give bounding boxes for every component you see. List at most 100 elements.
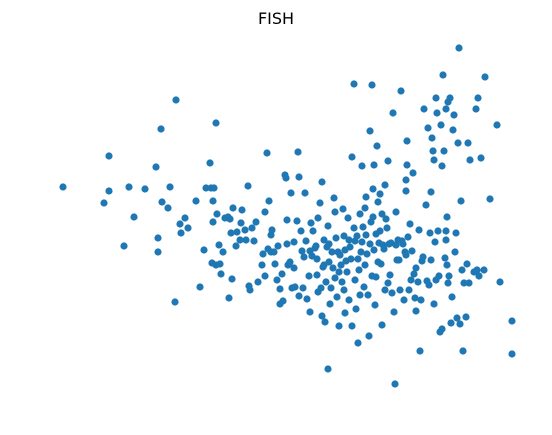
scatter-point: [228, 275, 236, 283]
scatter-point: [431, 238, 439, 246]
scatter-point: [442, 227, 450, 235]
scatter-point: [373, 142, 381, 150]
scatter-point: [287, 189, 295, 197]
scatter-point: [446, 94, 454, 102]
scatter-point: [374, 198, 382, 206]
scatter-point: [177, 229, 185, 237]
scatter-point: [406, 220, 414, 228]
scatter-point: [464, 139, 472, 147]
scatter-point: [412, 307, 420, 315]
scatter-point: [200, 246, 208, 254]
scatter-point: [217, 270, 225, 278]
scatter-point: [392, 208, 400, 216]
scatter-point: [386, 271, 394, 279]
scatter-point: [216, 260, 224, 268]
scatter-point: [286, 258, 294, 266]
scatter-point: [384, 279, 392, 287]
scatter-point: [404, 233, 412, 241]
scatter-point: [369, 185, 377, 193]
scatter-point: [400, 296, 408, 304]
scatter-point: [340, 286, 348, 294]
scatter-point: [303, 295, 311, 303]
scatter-point: [496, 278, 504, 286]
scatter-point: [290, 264, 298, 272]
scatter-point: [166, 183, 174, 191]
scatter-point: [307, 219, 315, 227]
scatter-point: [176, 220, 184, 228]
scatter-point: [273, 276, 281, 284]
scatter-point: [361, 261, 369, 269]
scatter-point: [301, 189, 309, 197]
scatter-point: [353, 232, 361, 240]
scatter-point: [105, 152, 113, 160]
scatter-point: [321, 318, 329, 326]
scatter-point: [447, 319, 455, 327]
scatter-point: [453, 314, 461, 322]
scatter-point: [219, 248, 227, 256]
scatter-point: [317, 284, 325, 292]
scatter-point: [363, 250, 371, 258]
scatter-point: [459, 347, 467, 355]
scatter-point: [120, 242, 128, 250]
scatter-point: [293, 217, 301, 225]
scatter-point: [181, 214, 189, 222]
scatter-point: [350, 80, 358, 88]
scatter-point: [450, 111, 458, 119]
scatter-point: [409, 169, 417, 177]
scatter-point: [369, 213, 377, 221]
scatter-point: [463, 260, 471, 268]
scatter-point: [276, 285, 284, 293]
scatter-point: [297, 227, 305, 235]
scatter-point: [291, 283, 299, 291]
scatter-point: [362, 193, 370, 201]
scatter-point: [472, 105, 480, 113]
scatter-point: [480, 266, 488, 274]
scatter-point: [425, 281, 433, 289]
scatter-point: [442, 105, 450, 113]
scatter-point: [508, 317, 516, 325]
scatter-point: [440, 147, 448, 155]
chart-title: FISH: [257, 9, 295, 28]
scatter-point: [416, 347, 424, 355]
scatter-point: [466, 156, 474, 164]
scatter-point: [414, 278, 422, 286]
scatter-point: [322, 278, 330, 286]
scatter-point: [324, 222, 332, 230]
scatter-point: [403, 137, 411, 145]
scatter-point: [325, 258, 333, 266]
scatter-point: [242, 236, 250, 244]
scatter-point: [202, 184, 210, 192]
scatter-point: [371, 301, 379, 309]
scatter-point: [370, 161, 378, 169]
scatter-point: [345, 296, 353, 304]
scatter-point: [396, 286, 404, 294]
scatter-point: [259, 250, 267, 258]
scatter-point: [250, 237, 258, 245]
scatter-point: [225, 294, 233, 302]
scatter-point: [356, 291, 364, 299]
scatter-point: [430, 300, 438, 308]
scatter-point: [402, 251, 410, 259]
scatter-point: [295, 173, 303, 181]
scatter-point: [377, 260, 385, 268]
scatter-point: [360, 283, 368, 291]
scatter-point: [412, 264, 420, 272]
scatter-point: [432, 94, 440, 102]
scatter-point: [172, 96, 180, 104]
scatter-point: [390, 308, 398, 316]
scatter-point: [329, 264, 337, 272]
scatter-point: [407, 276, 415, 284]
scatter-point: [345, 236, 353, 244]
scatter-point: [348, 322, 356, 330]
scatter-point: [402, 187, 410, 195]
scatter-point: [454, 139, 462, 147]
scatter-point: [346, 243, 354, 251]
scatter-point: [441, 254, 449, 262]
scatter-point: [270, 248, 278, 256]
scatter-point: [438, 325, 446, 333]
scatter-point: [403, 161, 411, 169]
scatter-point: [462, 313, 470, 321]
scatter-point: [263, 149, 271, 157]
scatter-point: [158, 198, 166, 206]
